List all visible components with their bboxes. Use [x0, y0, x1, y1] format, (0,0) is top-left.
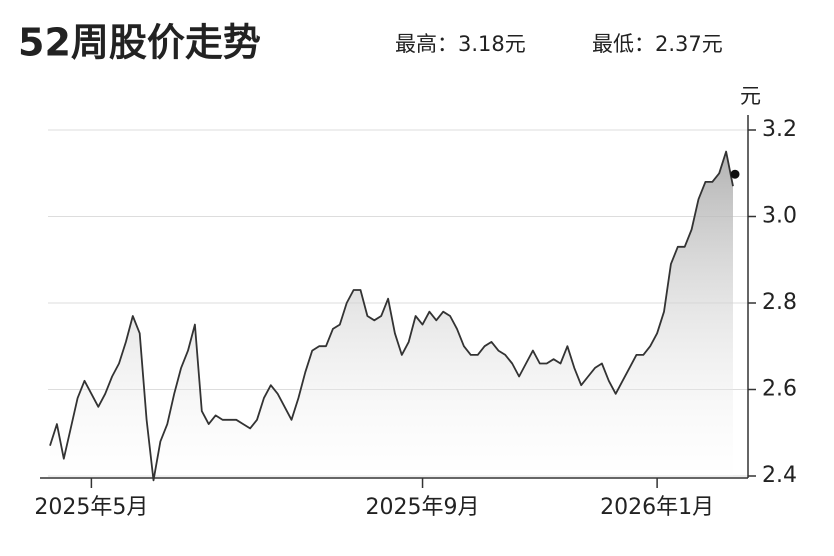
area-fill	[50, 151, 733, 481]
chart-title: 52周股价走势	[18, 21, 261, 65]
plot-area: 2.4 2.6 2.8 3.0 3.2 2025年5月 2025年9月 2026年1月	[34, 115, 797, 520]
x-tick-label: 2026年1月	[600, 495, 714, 520]
x-tick-label: 2025年5月	[34, 495, 148, 520]
price-line	[49, 150, 734, 482]
annotation: 最低：2.37元	[592, 32, 723, 56]
last-point	[730, 169, 740, 179]
y-tick-label: 2.4	[762, 463, 797, 488]
y-tick-label: 3.0	[762, 204, 797, 229]
y-tick-label: 3.2	[762, 117, 797, 142]
x-tick-label: 2025年9月	[366, 495, 480, 520]
y-axis-label: 元	[740, 84, 761, 108]
y-tick-label: 2.8	[762, 290, 797, 315]
annotation: 最高：3.18元	[395, 32, 526, 56]
y-tick-label: 2.6	[762, 377, 797, 402]
